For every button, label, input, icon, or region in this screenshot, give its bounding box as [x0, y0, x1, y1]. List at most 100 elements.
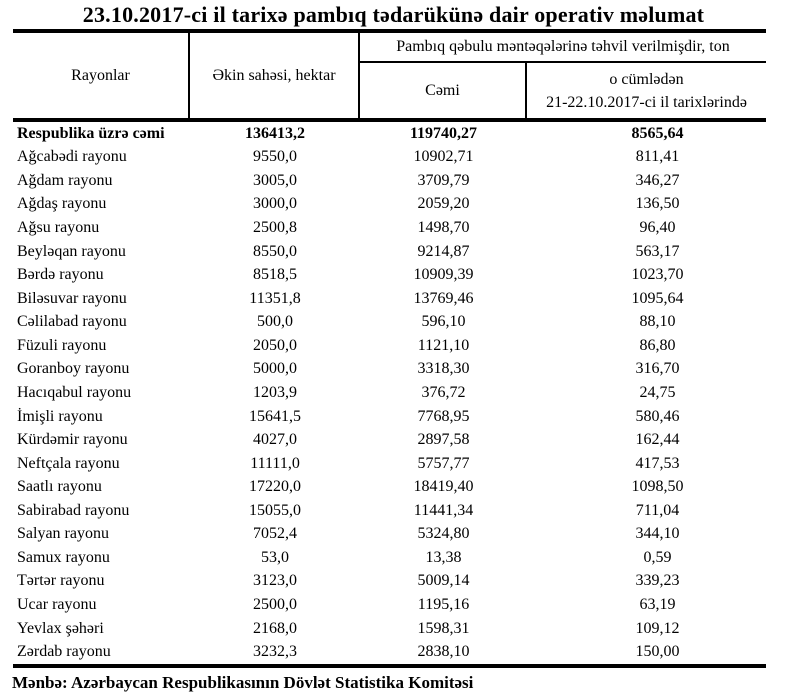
row-total-value: 13,38	[425, 548, 462, 566]
row-recent-value: 96,40	[639, 219, 676, 237]
row-total-value: 5757,77	[417, 454, 470, 472]
row-area-value: 3123,0	[253, 572, 297, 590]
row-recent-value: 63,19	[639, 596, 676, 614]
row-recent-value: 344,10	[635, 525, 680, 543]
cotton-procurement-table: Rayonlar Əkin sahəsi, hektar Pambıq qəbu…	[13, 29, 766, 668]
row-area-value: 5000,0	[253, 360, 297, 378]
row-total-value: 2838,10	[417, 643, 470, 661]
table-row: Ağdam rayonu 3005,0 3709,79 346,27	[13, 169, 766, 193]
row-area-value: 15641,5	[249, 407, 301, 425]
row-total-value: 2897,58	[417, 431, 470, 449]
table-row: Goranboy rayonu 5000,0 3318,30 316,70	[13, 358, 766, 382]
header-recent-line1: o cümlədən	[609, 70, 684, 88]
row-area-value: 9550,0	[253, 148, 297, 166]
row-area-value: 3000,0	[253, 195, 297, 213]
row-district-label: Beyləqan rayonu	[17, 242, 126, 260]
row-district-label: İmişli rayonu	[17, 407, 103, 425]
row-district-label: Kürdəmir rayonu	[17, 431, 128, 449]
row-district-label: Hacıqabul rayonu	[17, 383, 132, 401]
row-total-value: 9214,87	[417, 242, 470, 260]
row-recent-value: 316,70	[635, 360, 680, 378]
header-sown-area: Əkin sahəsi, hektar	[190, 33, 360, 118]
table-row: Saatlı rayonu 17220,0 18419,40 1098,50	[13, 475, 766, 499]
table-body: Respublika üzrə cəmi 136413,2 119740,27 …	[13, 122, 766, 668]
row-recent-value: 150,00	[635, 643, 680, 661]
row-total-value: 2059,20	[417, 195, 470, 213]
row-district-label: Ağdam rayonu	[17, 171, 113, 189]
row-district-label: Goranboy rayonu	[17, 360, 130, 378]
row-total-value: 13769,46	[413, 289, 474, 307]
row-district-label: Sabirabad rayonu	[17, 501, 130, 519]
row-district-label: Cəlilabad rayonu	[17, 313, 127, 331]
row-area-value: 7052,4	[253, 525, 297, 543]
row-recent-value: 109,12	[635, 619, 680, 637]
row-recent-value: 1095,64	[631, 289, 684, 307]
row-total-value: 1598,31	[417, 619, 470, 637]
row-recent-value: 0,59	[643, 548, 672, 566]
table-row: Ağcabədi rayonu 9550,0 10902,71 811,41	[13, 146, 766, 170]
row-area-value: 136413,2	[245, 124, 305, 142]
row-area-value: 11111,0	[250, 454, 300, 472]
table-row: Tərtər rayonu 3123,0 5009,14 339,23	[13, 570, 766, 594]
row-area-value: 1203,9	[253, 383, 297, 401]
table-row: Cəlilabad rayonu 500,0 596,10 88,10	[13, 311, 766, 335]
row-area-value: 17220,0	[249, 478, 301, 496]
row-area-value: 8550,0	[253, 242, 297, 260]
row-area-value: 2050,0	[253, 336, 297, 354]
row-recent-value: 563,17	[635, 242, 680, 260]
header-districts: Rayonlar	[13, 33, 190, 118]
row-recent-value: 580,46	[635, 407, 680, 425]
row-total-value: 7768,95	[417, 407, 470, 425]
table-row: Hacıqabul rayonu 1203,9 376,72 24,75	[13, 381, 766, 405]
row-recent-value: 86,80	[639, 336, 676, 354]
row-district-label: Neftçala rayonu	[17, 454, 120, 472]
row-recent-value: 1098,50	[631, 478, 684, 496]
table-row: Samux rayonu 53,0 13,38 0,59	[13, 546, 766, 570]
row-area-value: 8518,5	[253, 266, 297, 284]
row-district-label: Tərtər rayonu	[17, 572, 105, 590]
row-area-value: 53,0	[261, 548, 289, 566]
header-delivered-subcolumns: Cəmi o cümlədən 21-22.10.2017-ci il tari…	[360, 63, 766, 118]
row-area-value: 500,0	[257, 313, 293, 331]
row-district-label: Ağdaş rayonu	[17, 195, 107, 213]
row-area-value: 2500,0	[253, 596, 297, 614]
row-district-label: Salyan rayonu	[17, 525, 109, 543]
row-district-label: Ucar rayonu	[17, 596, 97, 614]
table-row: Respublika üzrə cəmi 136413,2 119740,27 …	[13, 122, 766, 146]
row-recent-value: 346,27	[635, 171, 680, 189]
row-total-value: 3709,79	[417, 171, 470, 189]
row-area-value: 4027,0	[253, 431, 297, 449]
row-recent-value: 339,23	[635, 572, 680, 590]
table-row: Bərdə rayonu 8518,5 10909,39 1023,70	[13, 263, 766, 287]
row-total-value: 3318,30	[417, 360, 470, 378]
row-district-label: Biləsuvar rayonu	[17, 289, 127, 307]
row-recent-value: 88,10	[639, 313, 676, 331]
table-row: Ağdaş rayonu 3000,0 2059,20 136,50	[13, 193, 766, 217]
row-total-value: 10909,39	[413, 266, 474, 284]
header-recent-dates: o cümlədən 21-22.10.2017-ci il tarixləri…	[527, 63, 766, 118]
row-total-value: 10902,71	[413, 148, 474, 166]
row-district-label: Zərdab rayonu	[17, 643, 111, 661]
table-row: Yevlax şəhəri 2168,0 1598,31 109,12	[13, 617, 766, 641]
row-district-label: Saatlı rayonu	[17, 478, 102, 496]
row-total-value: 119740,27	[409, 124, 478, 142]
row-district-label: Ağcabədi rayonu	[17, 148, 127, 166]
row-district-label: Bərdə rayonu	[17, 266, 104, 284]
row-recent-value: 1023,70	[631, 266, 684, 284]
row-area-value: 2168,0	[253, 619, 297, 637]
table-header: Rayonlar Əkin sahəsi, hektar Pambıq qəbu…	[13, 29, 766, 122]
table-row: Ağsu rayonu 2500,8 1498,70 96,40	[13, 216, 766, 240]
table-row: İmişli rayonu 15641,5 7768,95 580,46	[13, 405, 766, 429]
row-total-value: 596,10	[421, 313, 466, 331]
row-area-value: 3232,3	[253, 643, 297, 661]
row-district-label: Yevlax şəhəri	[17, 619, 104, 637]
row-total-value: 1498,70	[417, 219, 470, 237]
row-district-label: Ağsu rayonu	[17, 219, 100, 237]
table-row: Füzuli rayonu 2050,0 1121,10 86,80	[13, 334, 766, 358]
table-row: Sabirabad rayonu 15055,0 11441,34 711,04	[13, 499, 766, 523]
header-recent-line2: 21-22.10.2017-ci il tarixlərində	[546, 93, 747, 111]
source-note: Mənbə: Azərbaycan Respublikasının Dövlət…	[12, 673, 474, 692]
table-row: Neftçala rayonu 11111,0 5757,77 417,53	[13, 452, 766, 476]
row-recent-value: 811,41	[635, 148, 680, 166]
